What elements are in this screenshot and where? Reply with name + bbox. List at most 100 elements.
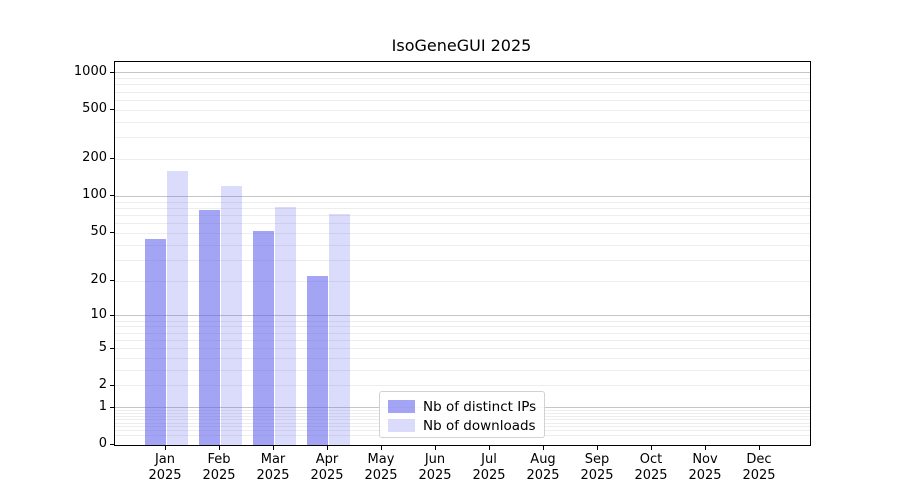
plot-area	[114, 61, 811, 446]
y-gridline-major	[115, 315, 810, 317]
x-tick-month: Sep	[584, 452, 610, 467]
x-axis-tick	[542, 446, 544, 450]
y-gridline-minor	[115, 84, 810, 86]
bar-nb-of-downloads-apr	[328, 213, 350, 445]
y-gridline-minor	[115, 158, 810, 160]
x-tick-year: 2025	[202, 468, 236, 483]
x-tick-year: 2025	[688, 468, 722, 483]
y-tick-label-0: 0	[98, 436, 107, 451]
y-gridline-minor	[115, 320, 810, 322]
y-axis-tick	[110, 195, 114, 197]
bar-nb-of-distinct-ips-feb	[198, 209, 220, 445]
chart-title: IsoGeneGUI 2025	[391, 36, 532, 55]
y-tick-label-1000: 1000	[73, 63, 107, 79]
x-axis-tick	[488, 446, 490, 450]
legend-item-downloads: Nb of downloads	[388, 416, 536, 435]
y-tick-label-20: 20	[90, 272, 107, 288]
bar-nb-of-distinct-ips-jan	[144, 238, 166, 445]
y-gridline-minor	[115, 385, 810, 387]
x-tick-label-mar: Mar 2025	[246, 452, 300, 484]
y-tick-label-100: 100	[82, 187, 107, 203]
x-tick-month: Dec	[746, 452, 772, 467]
x-axis-tick	[704, 446, 706, 450]
x-axis-tick	[434, 446, 436, 450]
x-tick-label-sep: Sep 2025	[570, 452, 624, 484]
y-gridline-minor	[115, 357, 810, 359]
legend-swatch-distinct-ips	[388, 400, 415, 413]
x-axis-tick	[380, 446, 382, 450]
y-gridline-minor	[115, 339, 810, 341]
x-tick-month: Jan	[154, 452, 176, 467]
x-tick-month: Jul	[481, 452, 497, 467]
x-tick-year: 2025	[310, 468, 344, 483]
y-tick-label-1: 1	[98, 398, 107, 414]
x-tick-month: Oct	[639, 452, 663, 467]
y-axis-tick	[110, 384, 114, 386]
x-axis-tick	[272, 446, 274, 450]
x-tick-year: 2025	[418, 468, 452, 483]
y-gridline-minor	[115, 348, 810, 349]
x-tick-label-oct: Oct 2025	[624, 452, 678, 484]
y-tick-label-500: 500	[82, 101, 107, 117]
y-gridline-minor	[115, 214, 810, 216]
y-axis-tick	[110, 280, 114, 282]
y-axis-tick	[110, 444, 114, 445]
x-axis-tick	[650, 446, 652, 450]
bar-nb-of-distinct-ips-apr	[306, 276, 328, 445]
y-gridline-minor	[115, 332, 810, 334]
y-tick-label-200: 200	[82, 150, 107, 166]
x-tick-year: 2025	[256, 468, 290, 483]
y-gridline-minor	[115, 201, 810, 203]
x-tick-label-apr: Apr 2025	[300, 452, 354, 484]
x-tick-label-nov: Nov 2025	[678, 452, 732, 484]
y-gridline-minor	[115, 232, 810, 234]
y-gridline-major	[115, 72, 810, 74]
bar-nb-of-downloads-feb	[220, 185, 242, 445]
y-gridline-minor	[115, 326, 810, 328]
x-tick-year: 2025	[634, 468, 668, 483]
y-tick-label-2: 2	[98, 376, 107, 392]
x-tick-month: Nov	[692, 452, 718, 467]
x-axis-tick	[596, 446, 598, 450]
y-gridline-minor	[115, 91, 810, 93]
x-tick-label-jun: Jun 2025	[408, 452, 462, 484]
y-gridline-minor	[115, 109, 810, 111]
y-gridline-minor	[115, 223, 810, 225]
y-axis-tick	[110, 71, 114, 73]
x-axis-tick	[218, 446, 220, 450]
legend: Nb of distinct IPs Nb of downloads	[379, 391, 545, 438]
x-tick-year: 2025	[364, 468, 398, 483]
x-tick-month: Jun	[424, 452, 446, 467]
y-gridline-minor	[115, 137, 810, 139]
x-tick-year: 2025	[472, 468, 506, 483]
x-tick-label-dec: Dec 2025	[732, 452, 786, 484]
x-axis-tick	[326, 446, 328, 450]
bar-nb-of-downloads-mar	[274, 207, 296, 445]
y-gridline-major	[115, 195, 810, 197]
y-axis-tick	[110, 109, 114, 111]
y-gridline-minor	[115, 207, 810, 209]
x-tick-year: 2025	[742, 468, 776, 483]
legend-label-downloads: Nb of downloads	[423, 417, 536, 434]
x-tick-year: 2025	[580, 468, 614, 483]
x-axis-tick	[164, 446, 166, 450]
y-gridline-minor	[115, 280, 810, 282]
x-tick-month: Mar	[260, 452, 286, 467]
x-tick-year: 2025	[526, 468, 560, 483]
y-tick-label-5: 5	[98, 339, 107, 355]
y-axis-tick	[110, 158, 114, 160]
x-tick-label-jul: Jul 2025	[462, 452, 516, 484]
y-gridline-minor	[115, 259, 810, 261]
y-tick-label-50: 50	[90, 224, 107, 240]
x-axis-tick	[758, 446, 760, 450]
y-gridline-minor	[115, 121, 810, 123]
x-tick-month: May	[367, 452, 395, 467]
x-tick-month: Aug	[530, 452, 556, 467]
x-tick-label-aug: Aug 2025	[516, 452, 570, 484]
x-tick-label-jan: Jan 2025	[138, 452, 192, 484]
bar-nb-of-downloads-jan	[166, 171, 188, 445]
legend-swatch-downloads	[388, 419, 415, 432]
y-axis-tick	[110, 347, 114, 349]
y-gridline-minor	[115, 244, 810, 246]
